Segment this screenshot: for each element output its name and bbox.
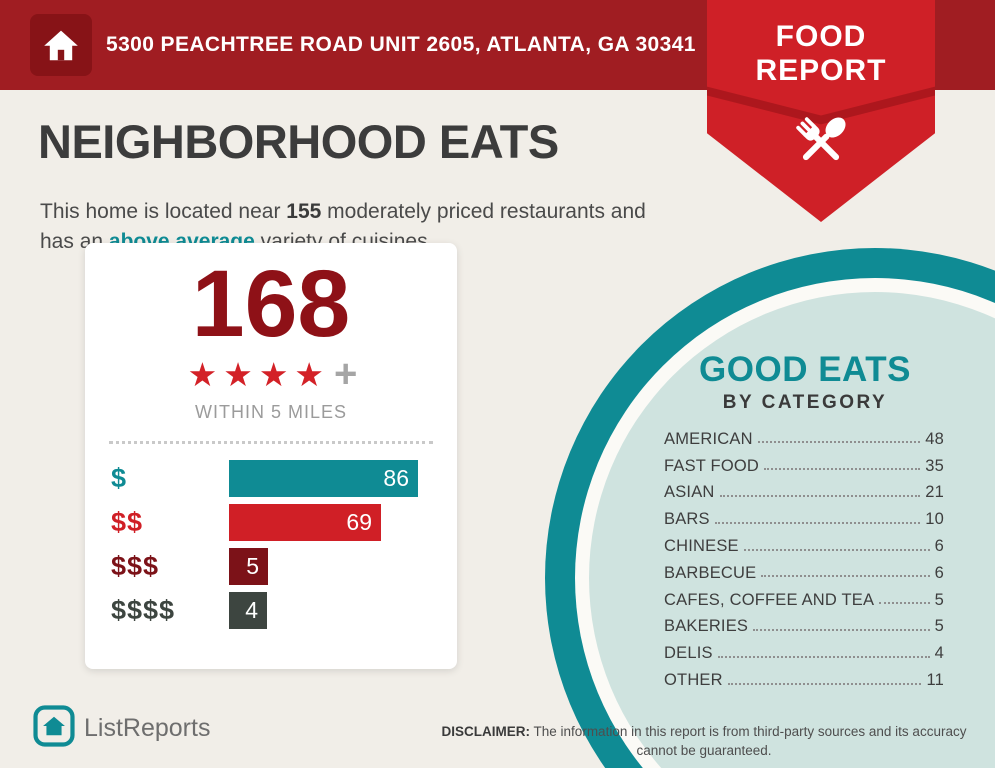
price-bar-row: $$ 69 bbox=[111, 504, 457, 541]
price-bar: 86 bbox=[229, 460, 418, 497]
dotted-divider bbox=[109, 441, 433, 444]
category-row: AMERICAN 48 bbox=[664, 426, 944, 453]
dotted-leader bbox=[727, 682, 922, 685]
price-bar-row: $$$$ 4 bbox=[111, 592, 457, 629]
category-row: BARS 10 bbox=[664, 506, 944, 533]
category-value: 10 bbox=[925, 510, 944, 529]
dotted-leader bbox=[719, 494, 921, 497]
category-label: ASIAN bbox=[664, 483, 715, 502]
dotted-leader bbox=[717, 655, 930, 658]
category-row: BARBECUE 6 bbox=[664, 560, 944, 587]
star-icon: ★ bbox=[223, 355, 253, 393]
category-label: DELIS bbox=[664, 644, 713, 663]
category-label: BARS bbox=[664, 510, 710, 529]
property-address: 5300 PEACHTREE ROAD UNIT 2605, ATLANTA, … bbox=[106, 33, 696, 56]
category-label: AMERICAN bbox=[664, 429, 753, 448]
price-level-label: $$$ bbox=[111, 551, 160, 581]
category-label: BARBECUE bbox=[664, 563, 757, 582]
home-icon bbox=[44, 30, 78, 61]
price-bar: 4 bbox=[229, 592, 267, 629]
price-bar-row: $$$ 5 bbox=[111, 548, 457, 585]
category-label: CHINESE bbox=[664, 537, 739, 556]
category-row: DELIS 4 bbox=[664, 640, 944, 667]
disclaimer-label: DISCLAIMER: bbox=[441, 723, 531, 739]
price-bar-value: 5 bbox=[246, 553, 259, 579]
category-value: 6 bbox=[934, 563, 944, 582]
dotted-leader bbox=[764, 468, 921, 471]
ribbon-title: FOOD REPORT bbox=[707, 0, 935, 87]
price-bar: 5 bbox=[229, 548, 268, 585]
brand-name: ListReports bbox=[84, 714, 211, 742]
intro-text-1: This home is located near bbox=[40, 200, 287, 223]
dotted-leader bbox=[761, 575, 930, 578]
category-row: ASIAN 21 bbox=[664, 480, 944, 507]
category-value: 11 bbox=[926, 671, 944, 690]
dotted-leader bbox=[753, 628, 930, 631]
price-bar-value: 69 bbox=[346, 509, 372, 535]
category-value: 5 bbox=[934, 617, 944, 636]
disclaimer: DISCLAIMER: The information in this repo… bbox=[430, 722, 978, 761]
plus-sign: + bbox=[334, 352, 358, 396]
dotted-leader bbox=[743, 548, 930, 551]
good-eats-subtitle: BY CATEGORY bbox=[722, 392, 888, 413]
price-level-label: $$ bbox=[111, 507, 144, 537]
category-value: 48 bbox=[925, 429, 944, 448]
category-label: FAST FOOD bbox=[664, 456, 760, 475]
restaurant-total: 168 bbox=[191, 251, 351, 357]
ribbon-line1: FOOD bbox=[775, 20, 867, 53]
good-eats-title: GOOD EATS bbox=[699, 350, 911, 389]
ribbon-line2: REPORT bbox=[755, 53, 887, 87]
category-label: BAKERIES bbox=[664, 617, 749, 636]
star-icon: ★ bbox=[294, 355, 324, 393]
category-value: 21 bbox=[925, 483, 944, 502]
star-icon: ★ bbox=[187, 355, 218, 393]
category-label: CAFES, COFFEE AND TEA bbox=[664, 590, 875, 609]
dotted-leader bbox=[879, 602, 930, 605]
disclaimer-text: The information in this report is from t… bbox=[530, 723, 967, 759]
category-value: 5 bbox=[934, 590, 944, 609]
food-report-ribbon: FOOD REPORT bbox=[707, 0, 935, 222]
category-row: CHINESE 6 bbox=[664, 533, 944, 560]
category-value: 35 bbox=[925, 456, 944, 475]
page-title: NEIGHBORHOOD EATS bbox=[38, 115, 559, 168]
restaurant-stats-card: 168 ★ ★ ★ ★ + WITHIN 5 MILES $ 86 $$ 69 $$$… bbox=[85, 243, 457, 669]
listreports-logo-icon bbox=[33, 705, 75, 747]
home-icon-box bbox=[30, 14, 92, 76]
category-row: CAFES, COFFEE AND TEA 5 bbox=[664, 587, 944, 614]
price-level-label: $ bbox=[111, 463, 128, 493]
price-level-label: $$$$ bbox=[111, 595, 176, 625]
price-bars: $ 86 $$ 69 $$$ 5 $$$$ 4 bbox=[85, 460, 457, 629]
price-bar-value: 86 bbox=[383, 465, 409, 491]
crossed-spoon-fork-icon bbox=[796, 117, 846, 161]
category-row: FAST FOOD 35 bbox=[664, 453, 944, 480]
category-row: BAKERIES 5 bbox=[664, 614, 944, 641]
category-row: OTHER 11 bbox=[664, 667, 944, 694]
category-label: OTHER bbox=[664, 671, 723, 690]
category-value: 6 bbox=[934, 537, 944, 556]
rating-stars: ★ ★ ★ ★ bbox=[185, 358, 327, 391]
category-list: AMERICAN 48 FAST FOOD 35 ASIAN 21 BARS 1… bbox=[664, 426, 944, 694]
dotted-leader bbox=[757, 441, 921, 444]
price-bar: 69 bbox=[229, 504, 381, 541]
dotted-leader bbox=[714, 521, 921, 524]
price-bar-value: 4 bbox=[245, 597, 258, 623]
within-miles-label: WITHIN 5 MILES bbox=[194, 402, 347, 422]
category-value: 4 bbox=[934, 644, 944, 663]
star-icon: ★ bbox=[258, 355, 289, 393]
rating-row: ★ ★ ★ ★ + bbox=[85, 354, 457, 394]
price-bar-row: $ 86 bbox=[111, 460, 457, 497]
restaurant-count: 155 bbox=[286, 200, 322, 223]
